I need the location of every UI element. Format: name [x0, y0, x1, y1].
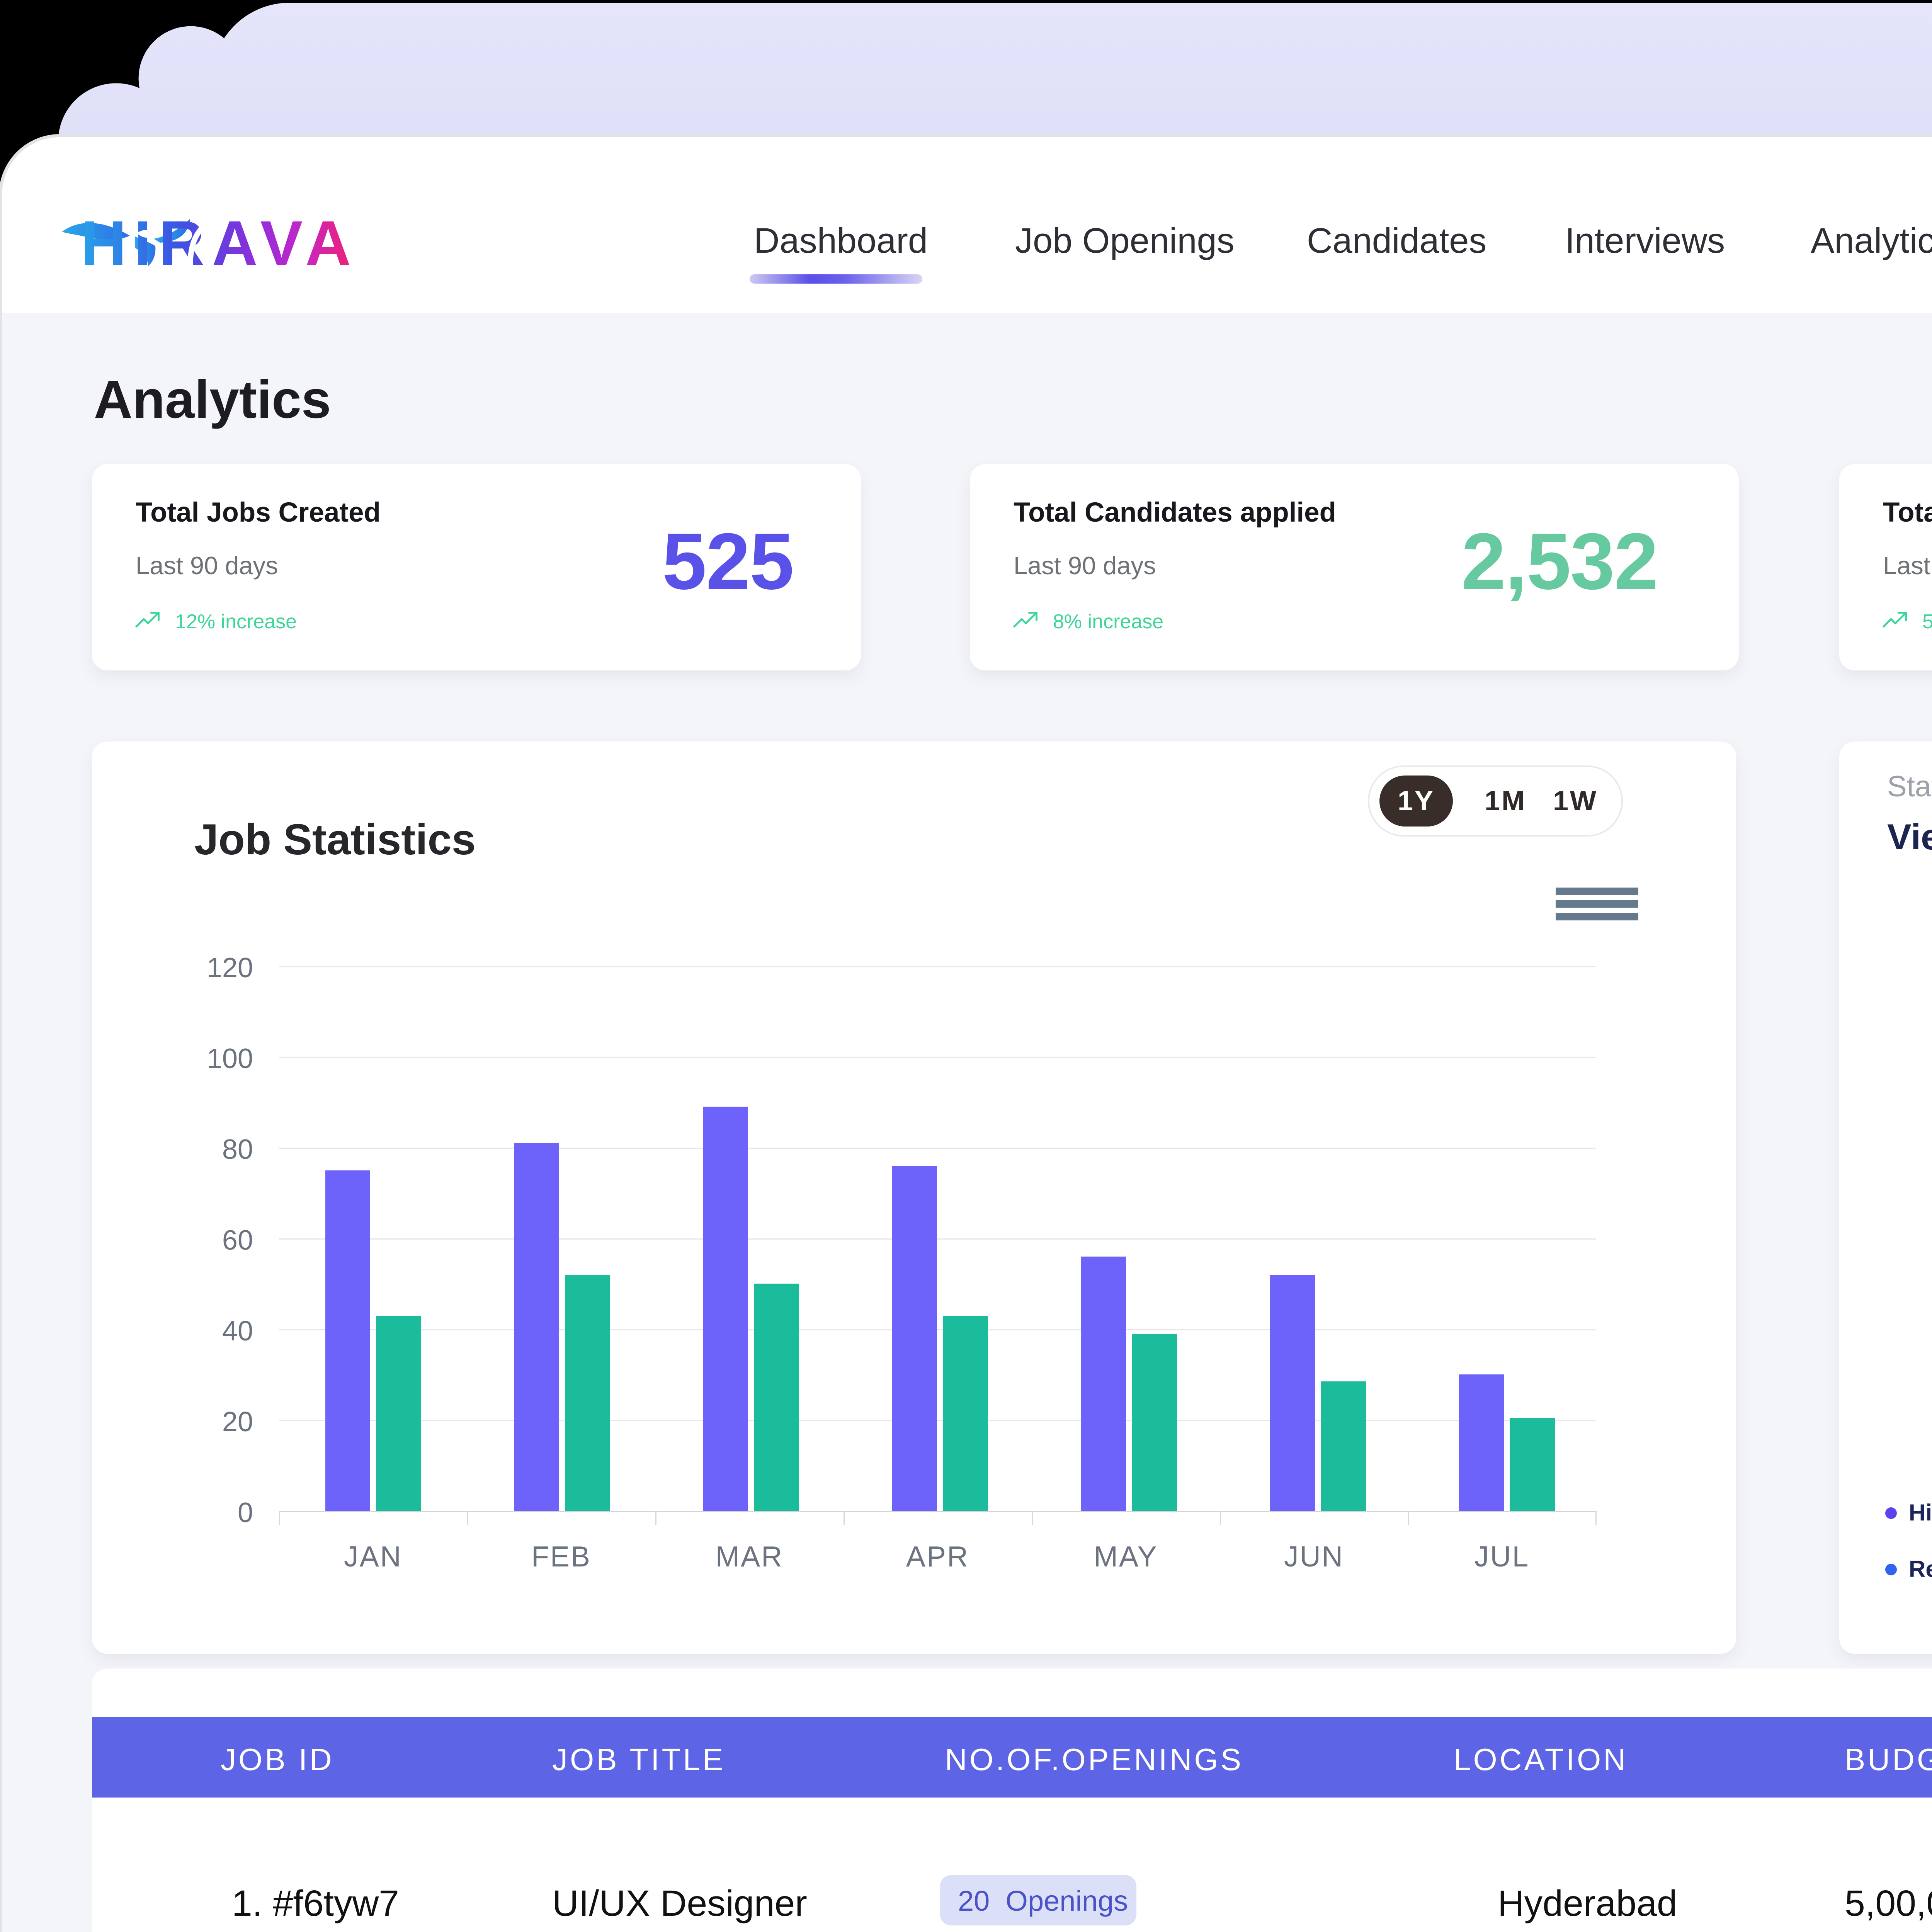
svg-text:HIRAVA: HIRAVA: [81, 208, 358, 279]
